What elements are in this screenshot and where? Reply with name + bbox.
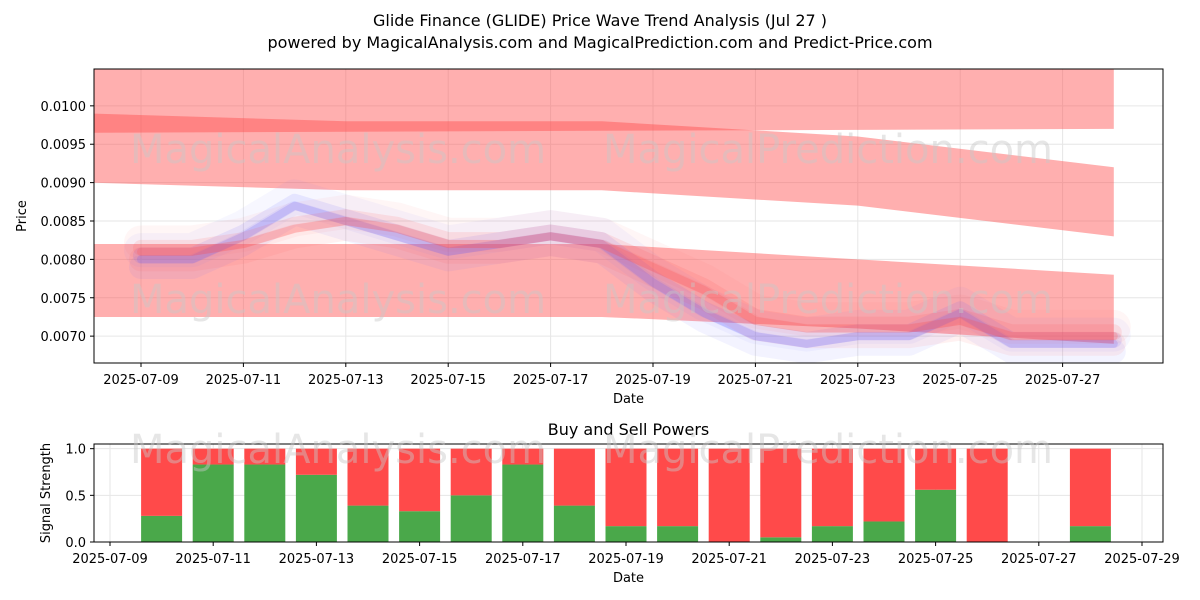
wave-line-blue-2 (133, 193, 1122, 348)
sell-bar (657, 448, 699, 527)
price-tick-label-x: 2025-07-21 (718, 373, 794, 388)
wave-band-middle (94, 113, 1114, 237)
price-tick-label-x: 2025-07-17 (513, 373, 589, 388)
signal-tick-label-x: 2025-07-21 (691, 552, 767, 567)
signal-tick-label-x: 2025-07-09 (72, 552, 148, 567)
wave-band-lower (94, 244, 1114, 344)
signal-tick-label-x: 2025-07-13 (279, 552, 355, 567)
buy-bar (863, 521, 905, 542)
buy-bar (1069, 526, 1111, 542)
watermark-1: MagicalAnalysis.com (130, 127, 546, 173)
signal-tick-label-x: 2025-07-17 (485, 552, 561, 567)
price-tick-label-x: 2025-07-13 (308, 373, 384, 388)
price-tick-label-y: 0.0095 (41, 138, 87, 153)
sell-bar (760, 448, 802, 538)
sell-bar (450, 448, 492, 496)
signal-panel: 0.0 0.5 1.0 2025-07-09 2025-07-11 2025-07-13 2… (39, 420, 1180, 586)
price-tick-label-y: 0.0080 (41, 253, 87, 268)
sell-bar (347, 448, 389, 506)
signal-tick-label-y: 1.0 (65, 443, 86, 458)
sell-bar (863, 448, 905, 522)
wave-line-blue-3 (137, 201, 1118, 348)
wave-line-red-2 (133, 209, 1122, 341)
chart-subtitle: powered by MagicalAnalysis.com and Magic… (267, 33, 932, 52)
wave-band-upper (94, 69, 1114, 133)
wave-line-blue-0 (124, 179, 1131, 352)
sell-bar (192, 448, 234, 465)
buy-bar (192, 464, 234, 542)
watermark-5: MagicalAnalysis.com (130, 427, 546, 473)
buy-bar (760, 537, 802, 542)
price-tick-label-y: 0.0090 (41, 177, 87, 192)
buy-bar (141, 515, 183, 542)
buy-bar (450, 495, 492, 542)
wave-line-blue-1 (129, 201, 1126, 363)
watermark-6: MagicalPrediction.com (603, 427, 1053, 473)
price-tick-label-y: 0.0085 (41, 215, 87, 230)
buy-bar (295, 474, 337, 542)
price-tick-label-y: 0.0075 (41, 292, 87, 307)
sell-bar (399, 448, 441, 512)
watermark-2: MagicalPrediction.com (603, 127, 1053, 173)
sell-bar (141, 448, 183, 516)
sell-bar (502, 448, 544, 465)
buy-bar (553, 505, 595, 542)
sell-bar (553, 448, 595, 506)
price-panel: 0.0070 0.0075 0.0080 0.0085 0.0090 0.0095 0.01… (15, 68, 1164, 407)
signal-tick-label-x: 2025-07-11 (175, 552, 251, 567)
wave-line-red-0 (124, 194, 1131, 344)
sell-bar (605, 448, 647, 527)
signal-tick-label-x: 2025-07-19 (588, 552, 664, 567)
price-x-axis-label: Date (613, 392, 644, 407)
price-tick-label-x: 2025-07-23 (820, 373, 896, 388)
signal-tick-label-x: 2025-07-27 (1001, 552, 1077, 567)
price-tick-label-y: 0.0100 (41, 100, 87, 115)
price-tick-label-x: 2025-07-27 (1025, 373, 1101, 388)
price-tick-label-x: 2025-07-15 (410, 373, 486, 388)
signal-tick-label-x: 2025-07-25 (898, 552, 974, 567)
buy-bar (657, 526, 699, 542)
watermark-4: MagicalPrediction.com (603, 277, 1053, 323)
price-tick-label-x: 2025-07-19 (615, 373, 691, 388)
signal-tick-label-x: 2025-07-23 (795, 552, 871, 567)
sell-bar (966, 448, 1008, 542)
chart-title: Glide Finance (GLIDE) Price Wave Trend A… (373, 11, 827, 30)
watermark-3: MagicalAnalysis.com (130, 277, 546, 323)
buy-bar (915, 489, 957, 542)
sell-bar (811, 448, 853, 527)
price-tick-label-x: 2025-07-25 (922, 373, 998, 388)
signal-y-axis-label: Signal Strength (39, 443, 54, 543)
price-tick-label-y: 0.0070 (41, 330, 87, 345)
signal-title: Buy and Sell Powers (548, 420, 710, 439)
buy-bar (244, 464, 286, 542)
sell-bar (1069, 448, 1111, 527)
buy-bar (399, 511, 441, 542)
sell-bar (915, 448, 957, 490)
price-plot-area (94, 69, 1131, 363)
price-tick-label-x: 2025-07-11 (206, 373, 282, 388)
sell-bar (295, 448, 337, 475)
buy-bar (605, 526, 647, 542)
signal-x-axis-label: Date (613, 571, 644, 586)
price-frame (93, 68, 1164, 364)
signal-tick-label-y: 0.5 (65, 489, 86, 504)
buy-bar (811, 526, 853, 542)
buy-bar (347, 505, 389, 542)
price-y-axis-label: Price (15, 200, 30, 232)
signal-tick-label-x: 2025-07-15 (382, 552, 458, 567)
buy-bar (502, 464, 544, 542)
signal-tick-label-y: 0.0 (65, 536, 86, 551)
sell-bar (244, 448, 286, 465)
wave-line-red-3 (137, 216, 1118, 341)
signal-tick-label-x: 2025-07-29 (1104, 552, 1180, 567)
sell-bar (708, 448, 750, 542)
signal-frame (93, 443, 1164, 543)
price-tick-label-x: 2025-07-09 (103, 373, 179, 388)
wave-line-red-1 (129, 216, 1126, 356)
